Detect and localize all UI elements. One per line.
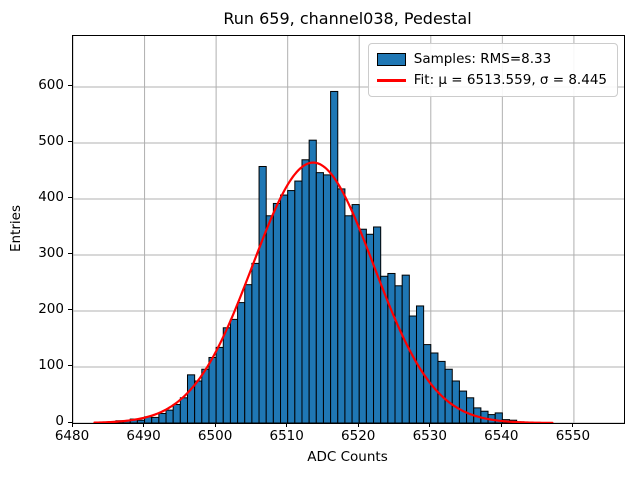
histogram-bar xyxy=(215,346,224,423)
histogram-plot xyxy=(73,36,624,423)
fit-line-icon xyxy=(376,79,406,82)
x-tick-mark xyxy=(500,423,502,427)
histogram-bar xyxy=(201,368,210,423)
y-tick-mark xyxy=(68,197,72,199)
histogram-bar xyxy=(179,397,188,423)
y-tick-label: 500 xyxy=(38,132,64,149)
histogram-bar xyxy=(222,327,231,423)
y-tick-mark xyxy=(68,85,72,87)
x-tick-label: 6490 xyxy=(126,428,161,444)
y-tick-mark xyxy=(68,141,72,143)
y-axis-label-wrap: Entries xyxy=(8,35,24,422)
y-tick-label: 600 xyxy=(38,76,64,93)
histogram-bar xyxy=(194,380,203,423)
histogram-bar xyxy=(458,390,468,423)
plot-title: Run 659, channel038, Pedestal xyxy=(223,9,472,28)
histogram-bar xyxy=(237,302,246,423)
plot-area: Samples: RMS=8.33 Fit: μ = 6513.559, σ =… xyxy=(72,35,625,424)
x-tick-label: 6510 xyxy=(269,428,304,444)
histogram-bar xyxy=(301,159,310,423)
y-tick-mark xyxy=(68,421,72,423)
histogram-bar xyxy=(451,380,460,423)
histogram-bar xyxy=(287,190,296,423)
y-tick-mark xyxy=(68,365,72,367)
histogram-bar xyxy=(294,180,303,423)
x-tick-label: 6530 xyxy=(412,428,447,444)
histogram-bar xyxy=(315,172,324,423)
legend: Samples: RMS=8.33 Fit: μ = 6513.559, σ =… xyxy=(367,43,618,97)
histogram-bar xyxy=(358,228,367,423)
histogram-bar xyxy=(351,204,360,423)
x-tick-mark xyxy=(286,423,288,427)
x-tick-mark xyxy=(429,423,431,427)
x-tick-label: 6500 xyxy=(197,428,233,444)
x-tick-label: 6520 xyxy=(341,428,376,444)
x-tick-mark xyxy=(572,423,574,427)
legend-fit-label: Fit: μ = 6513.559, σ = 8.445 xyxy=(413,72,607,88)
histogram-bar xyxy=(280,194,289,423)
y-tick-label: 200 xyxy=(38,300,64,317)
x-tick-mark xyxy=(357,423,359,427)
legend-entry-fit: Fit: μ = 6513.559, σ = 8.445 xyxy=(376,70,607,91)
gaussian-fit-curve xyxy=(93,161,554,423)
x-tick-label: 6540 xyxy=(484,428,519,444)
histogram-bar xyxy=(466,397,475,423)
x-tick-label: 6550 xyxy=(555,428,591,444)
y-tick-mark xyxy=(68,309,72,311)
legend-entry-samples: Samples: RMS=8.33 xyxy=(376,49,607,70)
histogram-bar xyxy=(251,262,260,423)
histogram-bar xyxy=(408,315,417,423)
y-tick-label: 300 xyxy=(38,244,64,261)
histogram-bar xyxy=(158,412,167,423)
histogram-bar xyxy=(165,409,174,423)
histogram-bar xyxy=(344,215,353,423)
x-axis-label: ADC Counts xyxy=(307,449,388,465)
histogram-bar xyxy=(172,404,181,423)
y-tick-label: 100 xyxy=(38,356,64,373)
y-tick-label: 0 xyxy=(55,413,64,429)
histogram-bar xyxy=(373,226,382,423)
histogram-bar xyxy=(272,202,282,423)
histogram-bar xyxy=(151,416,160,423)
histogram-bar xyxy=(208,356,217,423)
histogram-bar xyxy=(308,139,317,423)
samples-swatch-icon xyxy=(376,53,406,66)
histogram-bar xyxy=(394,285,403,423)
x-tick-label: 6480 xyxy=(54,428,90,444)
y-tick-mark xyxy=(68,253,72,255)
histogram-bar xyxy=(322,174,332,423)
y-tick-label: 400 xyxy=(38,188,64,205)
histogram-bar xyxy=(229,318,239,423)
histogram-bar xyxy=(265,215,274,423)
histogram-bar xyxy=(387,272,396,423)
x-tick-mark xyxy=(71,423,73,427)
y-axis-label: Entries xyxy=(8,204,24,253)
histogram-bar xyxy=(330,90,339,423)
legend-samples-label: Samples: RMS=8.33 xyxy=(413,51,552,67)
x-tick-mark xyxy=(143,423,145,427)
histogram-bar xyxy=(244,284,253,423)
histogram-bar xyxy=(186,374,196,423)
histogram-bar xyxy=(337,188,346,423)
histogram-bar xyxy=(258,165,267,423)
x-tick-mark xyxy=(214,423,216,427)
histogram-bar xyxy=(444,368,453,423)
